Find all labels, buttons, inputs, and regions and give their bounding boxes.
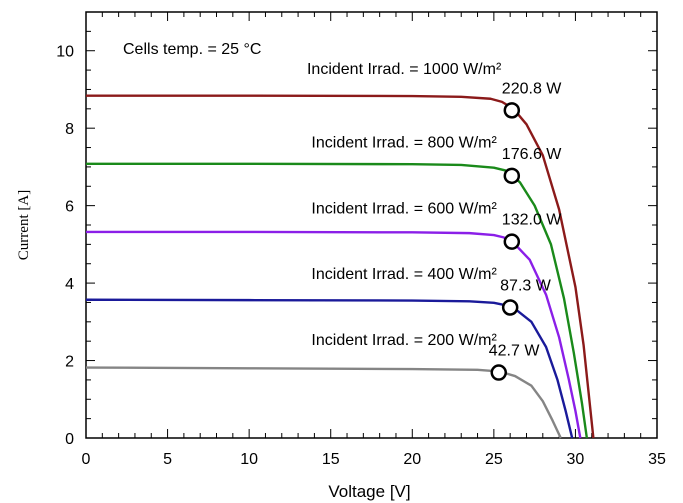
x-tick-label: 25 [485, 451, 503, 468]
mpp-marker [501, 299, 519, 316]
mpp-power-label: 220.8 W [502, 80, 562, 97]
series-label: Incident Irrad. = 1000 W/m² [307, 61, 502, 78]
y-tick-label: 8 [65, 121, 74, 138]
x-tick-label: 30 [567, 451, 585, 468]
series-line [86, 94, 595, 439]
mpp-markers [490, 102, 521, 381]
mpp-power-label: 87.3 W [500, 277, 552, 294]
mpp-power-label: 132.0 W [502, 212, 562, 229]
y-tick-label: 0 [65, 431, 74, 448]
series-line [86, 162, 589, 439]
y-tick-label: 10 [56, 44, 74, 61]
mpp-marker [490, 364, 508, 381]
series-label: Incident Irrad. = 800 W/m² [311, 135, 497, 152]
y-axis-title: Current [A] [16, 190, 32, 260]
x-tick-label: 5 [163, 451, 172, 468]
x-tick-label: 15 [322, 451, 340, 468]
x-axis-title: Voltage [V] [328, 482, 410, 501]
series-label: Incident Irrad. = 400 W/m² [311, 266, 497, 283]
series-label: Incident Irrad. = 200 W/m² [311, 332, 497, 349]
x-tick-label: 20 [403, 451, 421, 468]
y-tick-label: 4 [65, 276, 74, 293]
x-tick-label: 35 [648, 451, 666, 468]
x-tick-label: 0 [82, 451, 91, 468]
series-label: Incident Irrad. = 600 W/m² [311, 200, 497, 217]
x-tick-label: 10 [240, 451, 258, 468]
mpp-marker [503, 233, 521, 250]
y-tick-label: 2 [65, 354, 74, 371]
mpp-marker [503, 167, 521, 185]
mpp-marker [503, 102, 521, 119]
temperature-note: Cells temp. = 25 °C [123, 41, 261, 58]
mpp-power-label: 176.6 W [502, 146, 562, 163]
mpp-power-label: 42.7 W [489, 343, 541, 360]
axis-ticks [85, 11, 658, 439]
y-tick-label: 6 [65, 199, 74, 216]
tick-labels: 0 5 10 15 20 25 30 35 0 2 4 6 8 10 [56, 44, 666, 468]
